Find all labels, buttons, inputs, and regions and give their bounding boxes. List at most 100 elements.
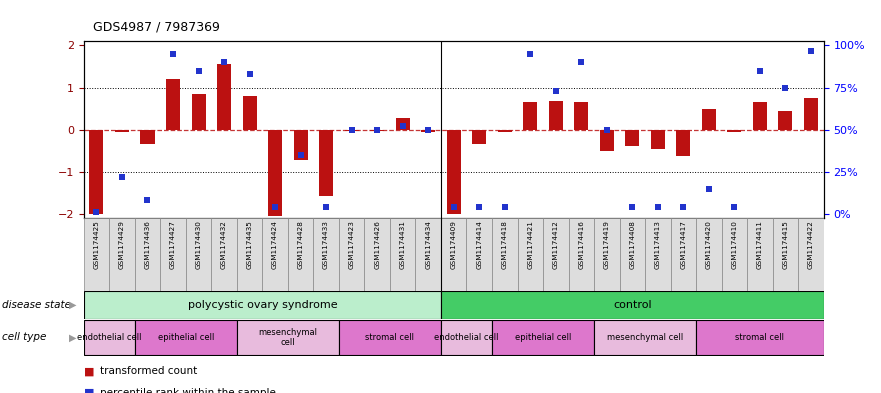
Bar (543, 218, 568, 291)
Text: GSM1174436: GSM1174436 (144, 220, 151, 269)
Text: epithelial cell: epithelial cell (515, 333, 571, 342)
Text: ■: ■ (84, 366, 94, 376)
Text: GSM1174433: GSM1174433 (323, 220, 329, 269)
Text: GSM1174423: GSM1174423 (349, 220, 355, 269)
Bar (84, 218, 109, 291)
Bar (237, 218, 263, 291)
Bar (492, 218, 517, 291)
Bar (574, 102, 589, 130)
Text: GSM1174425: GSM1174425 (93, 220, 100, 269)
Bar (498, 130, 512, 132)
Bar (217, 64, 231, 130)
Text: GSM1174411: GSM1174411 (757, 220, 763, 269)
Text: ■: ■ (84, 388, 94, 393)
Bar (753, 102, 767, 130)
Text: GSM1174414: GSM1174414 (477, 220, 482, 269)
Bar (339, 218, 365, 291)
Bar (314, 218, 339, 291)
Text: GSM1174412: GSM1174412 (552, 220, 559, 269)
Bar (421, 130, 435, 132)
Bar (390, 218, 416, 291)
Text: GSM1174427: GSM1174427 (170, 220, 176, 269)
Text: ▶: ▶ (70, 300, 77, 310)
Text: ▶: ▶ (70, 332, 77, 342)
Bar (441, 320, 492, 355)
Bar (594, 218, 619, 291)
Bar (416, 218, 441, 291)
Bar (441, 218, 466, 291)
Text: GSM1174430: GSM1174430 (196, 220, 202, 269)
Text: GSM1174432: GSM1174432 (221, 220, 227, 269)
Bar (447, 130, 461, 214)
Bar (492, 320, 594, 355)
Text: GSM1174422: GSM1174422 (808, 220, 814, 269)
Bar (626, 130, 640, 146)
Text: GSM1174431: GSM1174431 (400, 220, 405, 269)
Text: GSM1174435: GSM1174435 (247, 220, 253, 269)
Bar (211, 218, 237, 291)
Bar (677, 130, 691, 156)
Text: percentile rank within the sample: percentile rank within the sample (100, 388, 276, 393)
Bar (722, 218, 747, 291)
Text: stromal cell: stromal cell (736, 333, 784, 342)
Bar (135, 218, 160, 291)
Bar (472, 130, 486, 144)
Bar (568, 218, 594, 291)
Text: stromal cell: stromal cell (366, 333, 414, 342)
Bar (166, 79, 180, 130)
Text: GSM1174416: GSM1174416 (578, 220, 584, 269)
Bar (779, 111, 793, 130)
Text: mesenchymal
cell: mesenchymal cell (258, 328, 317, 347)
Text: GSM1174420: GSM1174420 (706, 220, 712, 269)
Text: cell type: cell type (2, 332, 46, 342)
Bar (186, 218, 211, 291)
Bar (645, 218, 670, 291)
Text: GSM1174428: GSM1174428 (298, 220, 304, 269)
Text: GSM1174415: GSM1174415 (782, 220, 788, 269)
Text: GSM1174434: GSM1174434 (426, 220, 431, 269)
Bar (339, 320, 441, 355)
Text: GSM1174418: GSM1174418 (502, 220, 507, 269)
Bar (109, 218, 135, 291)
Bar (160, 218, 186, 291)
Bar (268, 130, 282, 216)
Bar (466, 218, 492, 291)
Bar (594, 320, 696, 355)
Text: GDS4987 / 7987369: GDS4987 / 7987369 (93, 20, 219, 33)
Text: GSM1174413: GSM1174413 (655, 220, 661, 269)
Bar (798, 218, 824, 291)
Bar (293, 130, 307, 160)
Bar (344, 130, 359, 131)
Text: GSM1174408: GSM1174408 (629, 220, 635, 269)
Text: transformed count: transformed count (100, 366, 196, 376)
Text: disease state: disease state (2, 300, 70, 310)
Bar (696, 218, 722, 291)
Bar (140, 130, 154, 144)
Text: GSM1174424: GSM1174424 (272, 220, 278, 269)
Text: GSM1174429: GSM1174429 (119, 220, 125, 269)
Bar (84, 291, 441, 319)
Bar (242, 96, 256, 130)
Bar (135, 320, 237, 355)
Bar (115, 130, 129, 132)
Bar (319, 130, 333, 196)
Bar (263, 218, 288, 291)
Bar (747, 218, 773, 291)
Text: mesenchymal cell: mesenchymal cell (607, 333, 684, 342)
Bar (523, 102, 537, 130)
Text: GSM1174417: GSM1174417 (680, 220, 686, 269)
Bar (365, 218, 390, 291)
Text: GSM1174410: GSM1174410 (731, 220, 737, 269)
Bar (288, 218, 314, 291)
Bar (237, 320, 339, 355)
Bar (670, 218, 696, 291)
Text: epithelial cell: epithelial cell (158, 333, 214, 342)
Bar (773, 218, 798, 291)
Bar (549, 101, 563, 130)
Bar (651, 130, 665, 149)
Text: GSM1174426: GSM1174426 (374, 220, 381, 269)
Bar (804, 98, 818, 130)
Bar (441, 291, 824, 319)
Bar (619, 218, 645, 291)
Bar (728, 130, 742, 132)
